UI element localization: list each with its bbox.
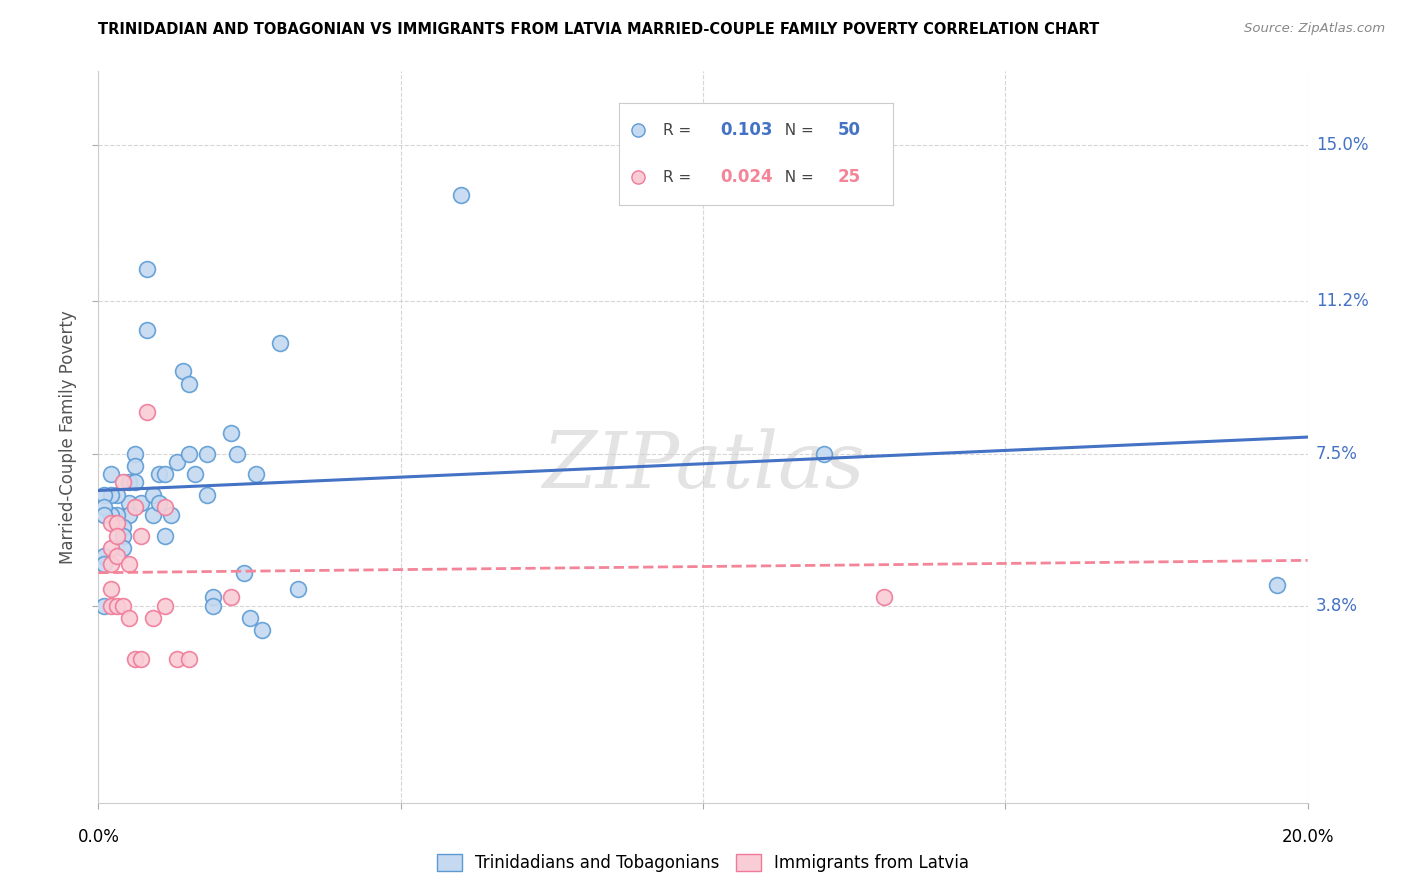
Point [160,508,183,523]
Point [184,467,207,481]
Point [100,582,122,596]
Point [93,549,115,564]
Point [93,487,115,501]
Point [105,549,128,564]
Point [129,529,152,543]
Point [287,582,309,596]
Point [142,508,165,523]
Point [124,458,146,473]
Point [450,187,472,202]
Point [142,487,165,501]
Legend: Trinidadians and Tobagonians, Immigrants from Latvia: Trinidadians and Tobagonians, Immigrants… [430,847,976,879]
Point [239,611,262,625]
Point [148,496,170,510]
Text: N =: N = [775,123,818,137]
Point [177,376,201,391]
Point [202,599,225,613]
Point [118,558,141,572]
Point [111,475,134,490]
Point [129,652,152,666]
Point [177,446,201,460]
Point [118,496,141,510]
Text: Source: ZipAtlas.com: Source: ZipAtlas.com [1244,22,1385,36]
Point [129,496,152,510]
Text: N =: N = [775,170,818,185]
Point [1265,578,1288,592]
Point [118,475,141,490]
Point [269,335,291,350]
Point [111,541,134,555]
Point [226,446,249,460]
Point [111,520,134,534]
Point [105,599,128,613]
Text: 0.0%: 0.0% [77,828,120,846]
Point [100,508,122,523]
Point [124,475,146,490]
Text: 0.024: 0.024 [720,169,773,186]
Text: ZIPatlas: ZIPatlas [541,428,865,505]
Point [873,591,896,605]
Point [124,652,146,666]
Point [118,611,141,625]
Point [111,529,134,543]
Point [100,558,122,572]
Point [100,487,122,501]
Point [245,467,267,481]
Point [105,529,128,543]
Point [93,558,115,572]
Point [93,508,115,523]
Point [172,364,194,378]
Point [135,405,157,419]
Point [195,446,218,460]
Point [100,467,122,481]
Point [135,261,157,276]
Point [135,323,157,337]
Text: 50: 50 [838,121,860,139]
Text: 15.0%: 15.0% [1316,136,1368,154]
Point [124,446,146,460]
Point [100,516,122,531]
Text: 3.8%: 3.8% [1316,597,1358,615]
Point [166,455,188,469]
Point [153,467,176,481]
Point [202,591,225,605]
Point [100,599,122,613]
Text: 20.0%: 20.0% [1281,828,1334,846]
Y-axis label: Married-Couple Family Poverty: Married-Couple Family Poverty [59,310,77,564]
Point [100,541,122,555]
Text: R =: R = [662,170,696,185]
Point [221,425,243,440]
Point [148,467,170,481]
Point [105,508,128,523]
Point [153,500,176,514]
Point [166,652,188,666]
Point [118,508,141,523]
Point [195,487,218,501]
Point [142,611,165,625]
Point [153,529,176,543]
Point [177,652,201,666]
Point [111,599,134,613]
Point [105,487,128,501]
Point [232,566,254,580]
Point [627,170,650,185]
Point [221,591,243,605]
Text: 11.2%: 11.2% [1316,293,1368,310]
Point [93,500,115,514]
Point [93,599,115,613]
Text: TRINIDADIAN AND TOBAGONIAN VS IMMIGRANTS FROM LATVIA MARRIED-COUPLE FAMILY POVER: TRINIDADIAN AND TOBAGONIAN VS IMMIGRANTS… [98,22,1099,37]
Point [813,446,835,460]
Point [105,516,128,531]
Point [250,624,273,638]
Text: R =: R = [662,123,696,137]
Text: 25: 25 [838,169,860,186]
Text: 7.5%: 7.5% [1316,444,1358,463]
Text: 0.103: 0.103 [720,121,772,139]
Point [627,123,650,137]
Point [124,500,146,514]
Point [153,599,176,613]
